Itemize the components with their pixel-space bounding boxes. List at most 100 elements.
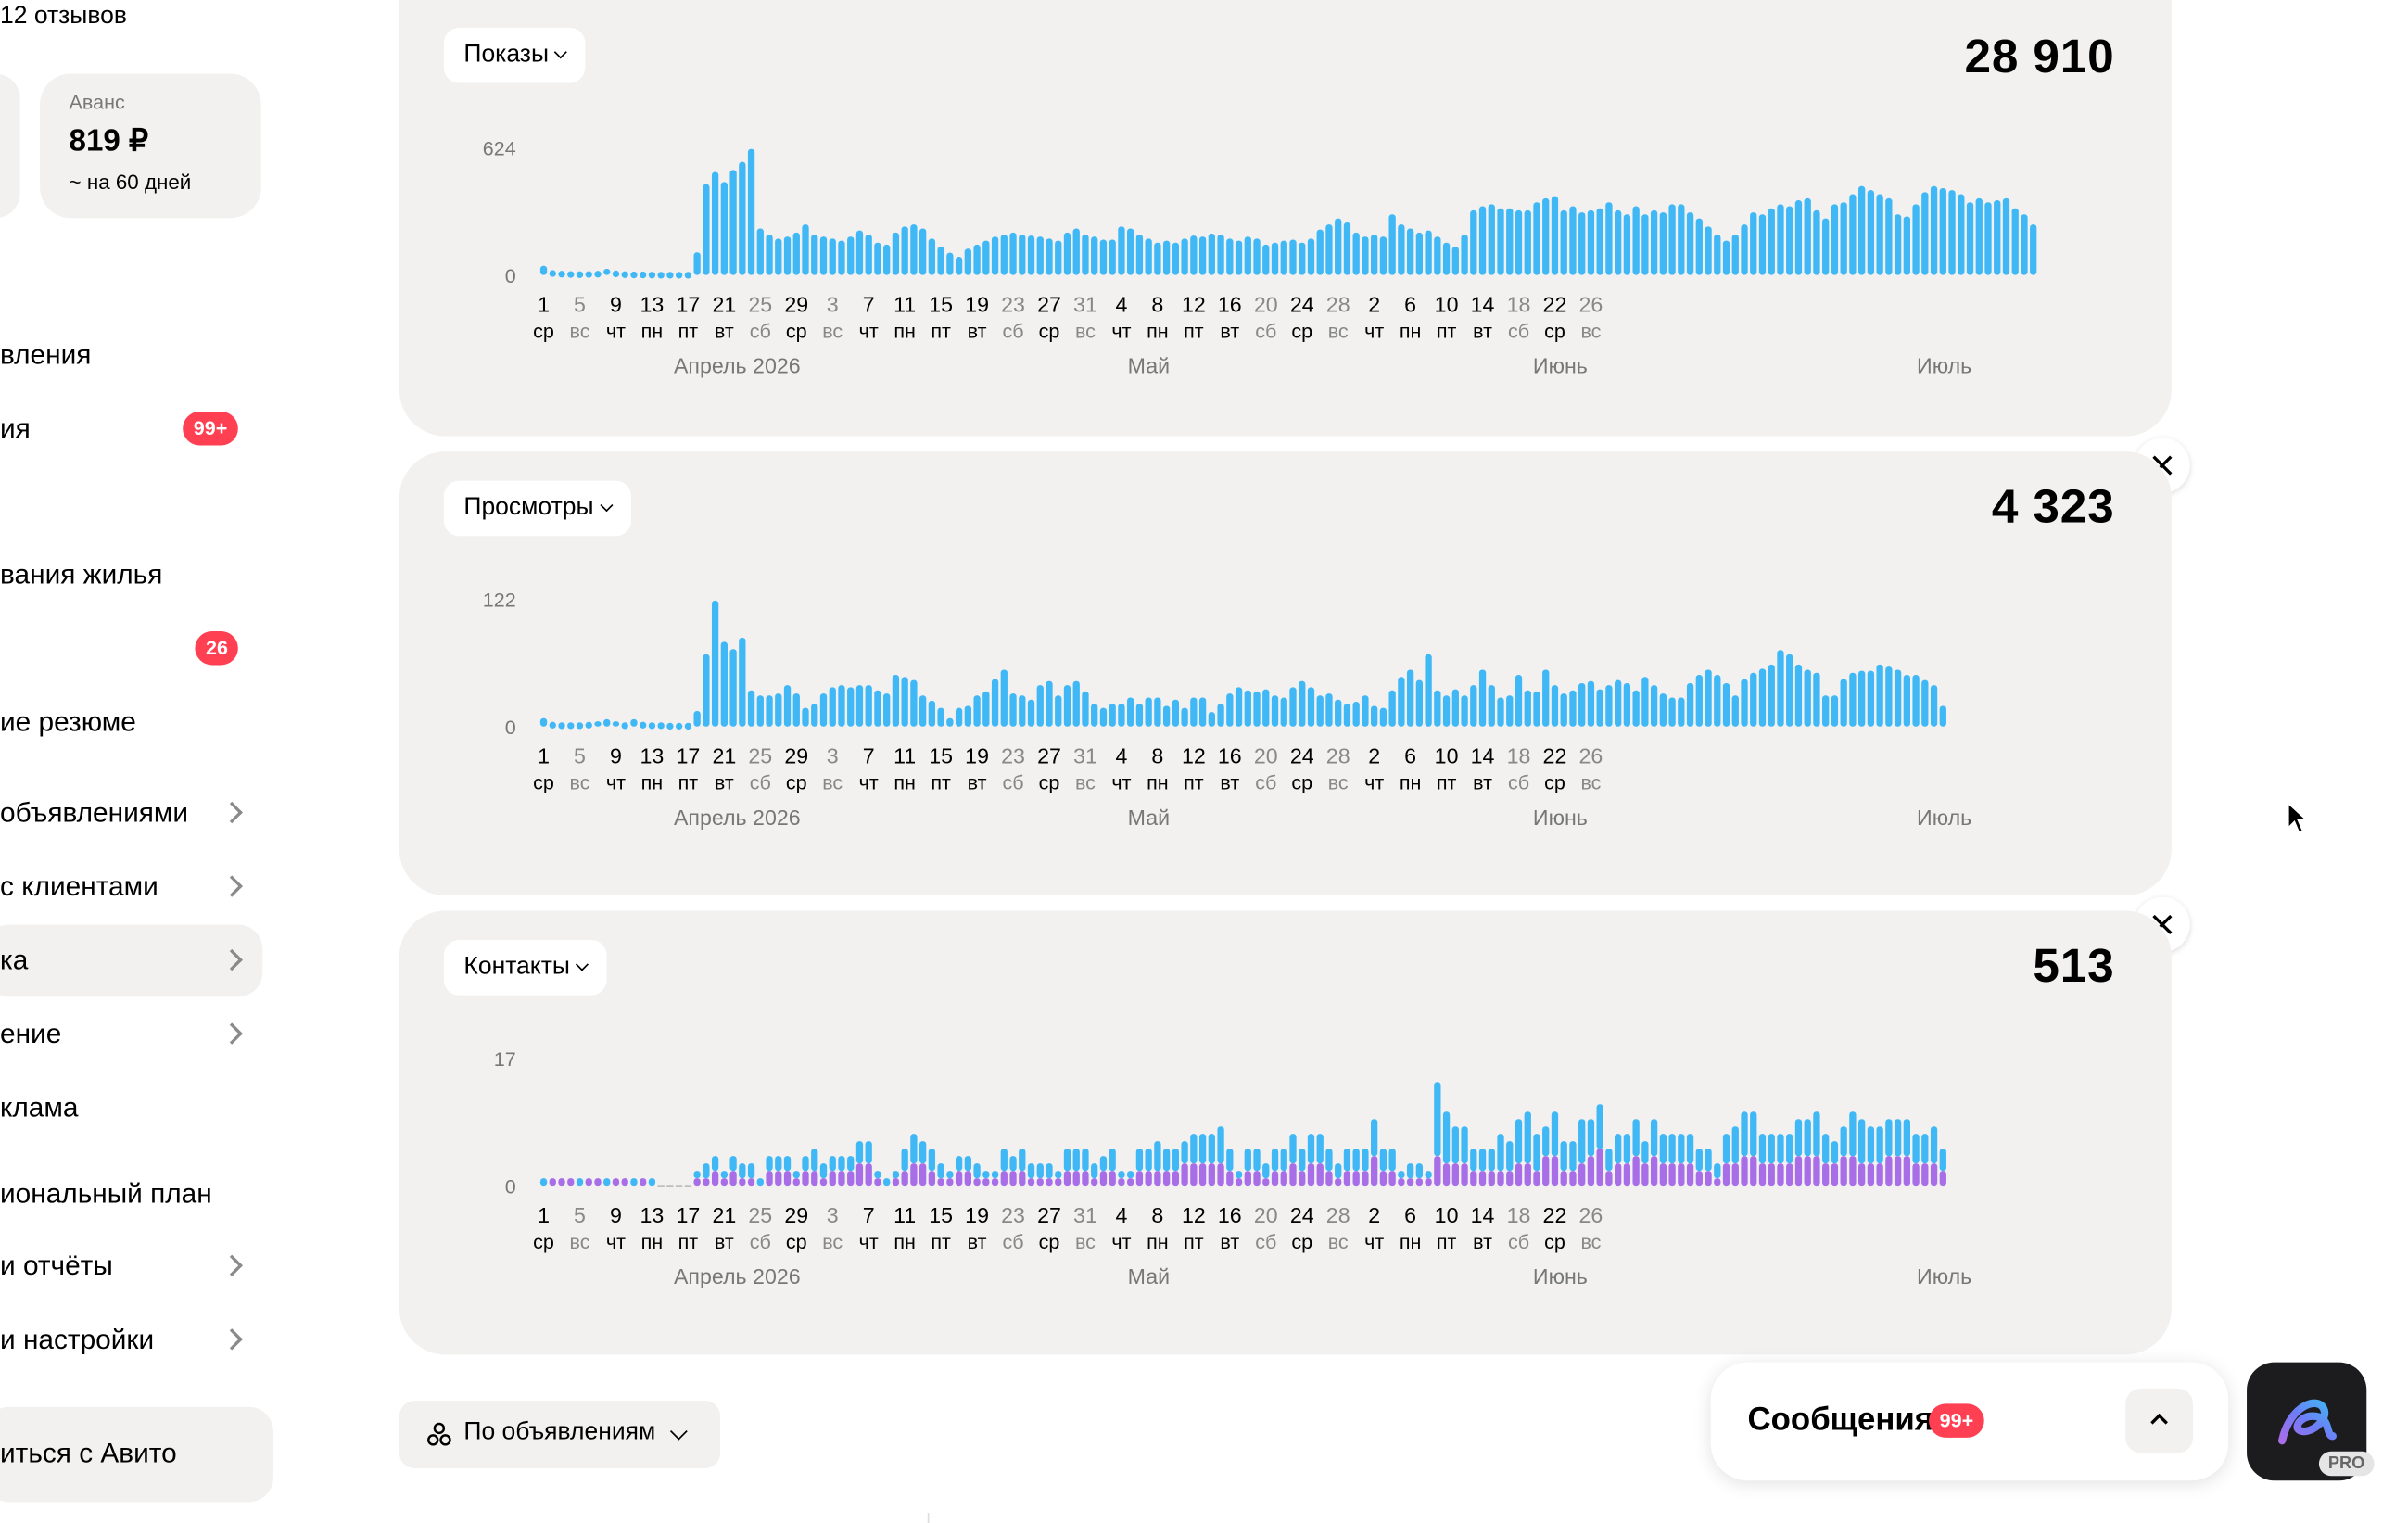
sidebar-item-rent[interactable]: вания жилья [0,559,163,590]
reviews-count[interactable]: 12 отзывов [0,3,127,30]
sidebar-item-settings[interactable]: и настройки [0,1324,155,1355]
bar [1271,1171,1279,1187]
x-month-label: Апрель 2026 [674,806,801,830]
bar [1226,238,1234,275]
sidebar-item-clients[interactable]: с клиентами [0,870,158,902]
bar [1867,1163,1875,1187]
bar [964,705,971,727]
bar [1930,185,1938,275]
bar [1777,650,1784,727]
bar [1154,1171,1161,1187]
balance-card-partial[interactable] [0,73,20,219]
x-month-label: Май [1128,1264,1170,1288]
x-tick-day: 25 [748,1203,772,1227]
bar [1226,1149,1234,1172]
x-tick-weekday: пн [893,772,916,794]
bar [1994,200,2001,275]
bar [1569,690,1577,727]
bar [1289,1163,1297,1187]
sidebar-item-statistics-active[interactable] [0,924,263,997]
bar [1615,1163,1622,1187]
bar [982,1171,990,1179]
bar [928,1149,936,1172]
bar [729,649,737,727]
bar [558,1178,565,1187]
metric-dropdown[interactable]: Просмотры [443,480,631,537]
bar [1082,235,1089,275]
bar [892,1171,900,1179]
x-tick-day: 7 [863,292,875,316]
bar [1055,695,1062,727]
bar [964,1171,971,1187]
sidebar-item-pro-plan[interactable]: иональный план [0,1177,212,1209]
bar [1307,1163,1315,1187]
sidebar-item-messages[interactable]: ия [0,412,31,444]
bar [1172,242,1180,275]
bar [1623,1163,1631,1187]
bar [1325,224,1333,275]
bar [1488,1149,1495,1172]
bar [1425,654,1432,727]
bar [874,690,881,727]
advance-amount: 819 ₽ [69,124,149,159]
bar [1533,202,1540,275]
bar [1135,1149,1144,1172]
x-tick-weekday: чт [606,321,626,343]
mouse-cursor-icon [2287,801,2309,834]
bar [1226,1171,1234,1187]
x-tick-weekday: вс [1075,321,1096,343]
expand-button[interactable] [2125,1388,2194,1453]
bar [1948,190,1956,275]
bar [1894,1156,1902,1187]
bar [1975,197,1983,275]
metric-dropdown[interactable]: Показы [443,27,586,83]
bar [1019,1149,1026,1172]
sidebar-item-advertising[interactable]: клама [0,1092,79,1123]
bar [829,1171,836,1187]
bar [819,236,828,275]
bar [1415,1163,1424,1179]
filter-by-ads-button[interactable]: По объявлениям [399,1401,721,1468]
bar [1226,693,1234,727]
x-tick-day: 19 [965,292,989,316]
messages-widget[interactable]: Сообщения 99+ [1710,1362,2229,1481]
bar [1560,1171,1567,1187]
bar [1885,197,1893,275]
bar [1371,1119,1378,1157]
bar [1849,1111,1857,1157]
sidebar-item-ads[interactable]: вления [0,339,92,371]
bar [1560,209,1567,275]
bar [1903,216,1910,275]
bar [1578,682,1586,727]
bar [1822,1163,1830,1187]
bar [1857,1163,1866,1187]
x-tick-day: 17 [676,292,700,316]
x-tick-day: 18 [1507,292,1531,316]
sidebar-item-statistics[interactable]: ка [0,944,29,976]
sidebar-item-ads-management[interactable]: объявлениями [0,796,189,829]
bar [1497,208,1504,275]
bar [1190,697,1198,727]
bar [1857,670,1866,727]
bar [1857,1119,1866,1164]
bar [964,248,971,275]
contact-avito-button[interactable]: иться с Авито [0,1406,273,1503]
x-month-label: Апрель 2026 [674,1264,801,1288]
bar [1849,672,1857,727]
bar [1695,218,1703,275]
sidebar-item-promotion[interactable]: ение [0,1018,62,1049]
bar [1425,1171,1432,1179]
x-tick-weekday: сб [1508,321,1529,343]
sidebar-item-reports[interactable]: и отчёты [0,1250,113,1281]
sidebar-item-resumes[interactable]: ие резюме [0,706,136,738]
advance-card[interactable]: Аванс 819 ₽ ~ на 60 дней [40,73,261,219]
x-tick-day: 11 [893,1203,916,1227]
metric-dropdown[interactable]: Контакты [443,940,607,996]
bar [1289,687,1297,727]
avito-pro-button[interactable]: PRO [2247,1362,2375,1481]
bar [775,238,782,275]
x-tick-day: 17 [676,743,700,768]
x-tick-day: 28 [1326,292,1350,316]
views-chart: 12201ср5вс9чт13пн17пт21вт25сб29ср3вс7чт1… [483,589,1971,830]
bar [783,1156,792,1172]
